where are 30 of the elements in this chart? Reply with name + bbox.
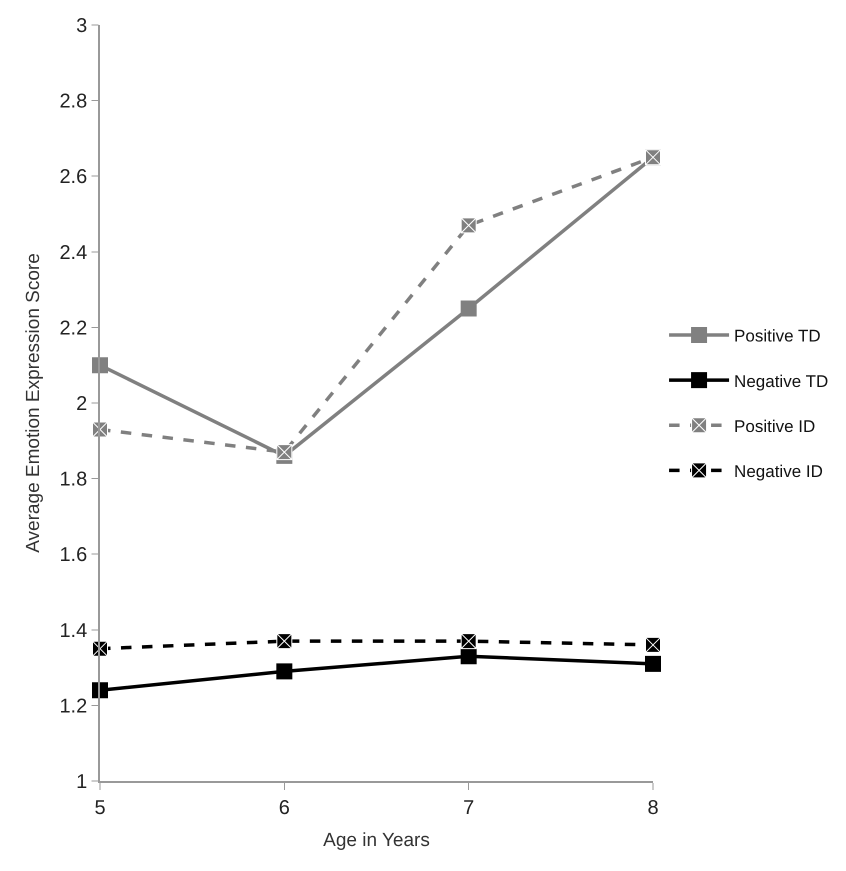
- y-tick-label: 1.6: [59, 544, 88, 566]
- y-tick-label: 1.2: [59, 695, 88, 718]
- x-tick-label: 6: [278, 796, 290, 819]
- legend-label: Positive ID: [734, 416, 816, 436]
- point: [460, 648, 477, 664]
- point: [276, 444, 292, 460]
- y-tick-label: 1.8: [59, 468, 88, 491]
- x-tick-label: 8: [647, 796, 659, 819]
- x-axis-title: Age in Years: [323, 830, 430, 852]
- y-tick-label: 2.4: [59, 242, 88, 264]
- y-axis-title: Average Emotion Expression Score: [22, 253, 44, 553]
- x-tick-label: 7: [463, 796, 474, 819]
- y-tick-label: 3: [76, 15, 88, 37]
- point: [276, 633, 292, 650]
- y-tick-label: 2.8: [59, 90, 88, 113]
- x-tick-label: 5: [94, 796, 106, 819]
- legend-label: Positive TD: [734, 326, 821, 346]
- y-tick-label: 1: [76, 771, 88, 793]
- point: [645, 656, 661, 672]
- point: [460, 300, 477, 316]
- legend-label: Negative ID: [734, 462, 823, 481]
- y-tick-label: 1.4: [59, 620, 88, 642]
- y-tick-label: 2.2: [59, 317, 88, 340]
- point: [276, 663, 292, 680]
- y-tick-label: 2: [76, 393, 88, 415]
- legend-label: Negative TD: [734, 372, 828, 391]
- point: [645, 636, 661, 653]
- point: [460, 633, 477, 650]
- point: [460, 217, 477, 234]
- y-tick-label: 2.6: [59, 166, 88, 188]
